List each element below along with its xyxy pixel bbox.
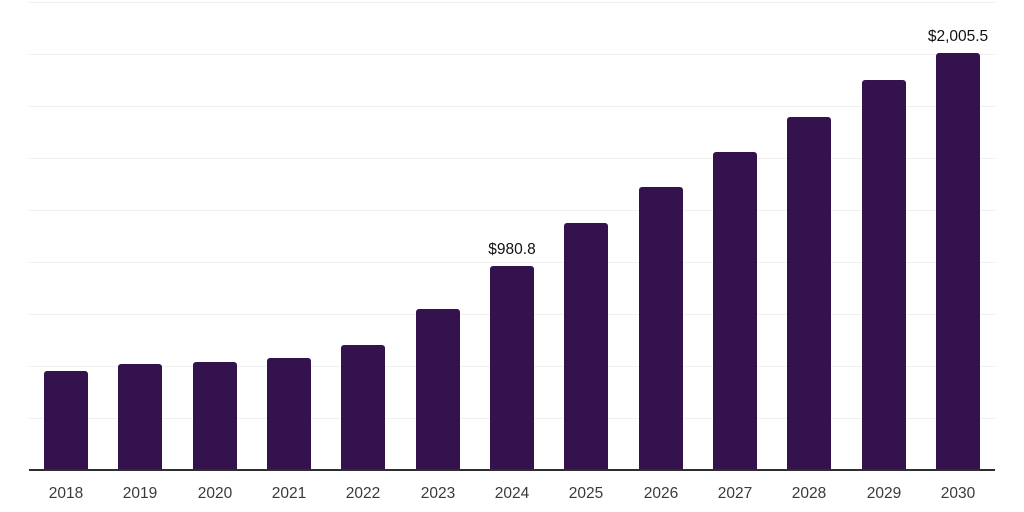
bar-2023: [416, 309, 460, 470]
bar-2030: [936, 53, 980, 470]
bar-2024: [490, 266, 534, 470]
x-axis-label-2027: 2027: [717, 485, 753, 502]
x-axis-line: [29, 469, 995, 471]
bar-2021: [267, 358, 311, 470]
data-label-2030: $2,005.5: [927, 28, 989, 45]
gridline: [29, 210, 995, 211]
bar-2020: [193, 362, 237, 470]
bar-2027: [713, 152, 757, 470]
x-axis-label-2021: 2021: [271, 485, 307, 502]
bar-2022: [341, 345, 385, 470]
x-axis-label-2022: 2022: [345, 485, 381, 502]
gridline: [29, 54, 995, 55]
bar-2025: [564, 223, 608, 470]
x-axis-label-2026: 2026: [643, 485, 679, 502]
x-axis-label-2019: 2019: [122, 485, 158, 502]
bar-2028: [787, 117, 831, 470]
gridline: [29, 106, 995, 107]
x-axis-label-2025: 2025: [568, 485, 604, 502]
gridline: [29, 2, 995, 3]
bar-2019: [118, 364, 162, 470]
gridline: [29, 262, 995, 263]
x-axis-label-2030: 2030: [940, 485, 976, 502]
bar-2029: [862, 80, 906, 470]
gridline: [29, 158, 995, 159]
x-axis-label-2023: 2023: [420, 485, 456, 502]
bar-2018: [44, 371, 88, 470]
x-axis-label-2024: 2024: [494, 485, 530, 502]
data-label-2024: $980.8: [488, 241, 536, 258]
x-axis-label-2028: 2028: [791, 485, 827, 502]
x-axis-label-2029: 2029: [866, 485, 902, 502]
bar-2026: [639, 187, 683, 470]
x-axis-label-2020: 2020: [197, 485, 233, 502]
x-axis-label-2018: 2018: [48, 485, 84, 502]
